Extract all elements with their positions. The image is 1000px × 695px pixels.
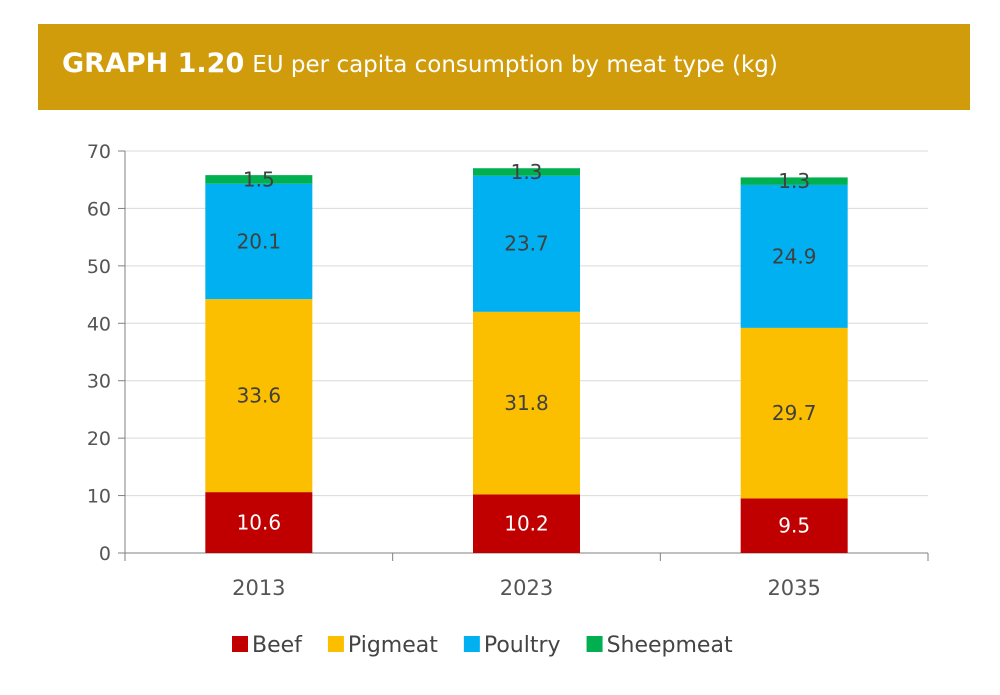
y-tick-label: 40 bbox=[87, 313, 111, 335]
data-label: 1.3 bbox=[511, 160, 543, 184]
legend-swatch-poultry bbox=[463, 636, 480, 652]
data-label: 1.3 bbox=[778, 169, 810, 193]
legend-label-beef: Beef bbox=[252, 633, 303, 658]
x-tick-label: 2035 bbox=[767, 576, 820, 600]
y-tick-label: 0 bbox=[99, 543, 111, 565]
bar-pigmeat-2035 bbox=[740, 327, 848, 499]
title-banner: GRAPH 1.20 EU per capita consumption by m… bbox=[38, 24, 970, 110]
bar-pigmeat-2023 bbox=[473, 311, 580, 495]
bar-sheepmeat-2013 bbox=[205, 175, 313, 184]
bar-sheepmeat-2023 bbox=[473, 168, 580, 176]
bar-sheepmeat-2035 bbox=[740, 177, 848, 185]
legend-swatch-beef bbox=[232, 636, 248, 652]
graph-title-text: EU per capita consumption by meat type (… bbox=[252, 52, 778, 78]
y-tick-label: 50 bbox=[87, 256, 111, 278]
data-label: 33.6 bbox=[237, 384, 282, 408]
data-label: 29.7 bbox=[772, 401, 817, 425]
data-label: 10.2 bbox=[504, 512, 549, 536]
y-tick-label: 70 bbox=[87, 141, 111, 163]
chart-title: GRAPH 1.20 EU per capita consumption by m… bbox=[62, 48, 778, 79]
legend-label-pigmeat: Pigmeat bbox=[348, 633, 438, 658]
y-tick-label: 20 bbox=[87, 428, 111, 450]
graph-number: GRAPH 1.20 bbox=[62, 48, 245, 79]
legend-label-poultry: Poultry bbox=[484, 633, 561, 658]
bar-beef-2023 bbox=[473, 494, 580, 553]
legend-swatch-sheepmeat bbox=[586, 636, 603, 652]
data-label: 31.8 bbox=[504, 391, 549, 415]
bar-poultry-2035 bbox=[740, 184, 848, 328]
legend-swatch-pigmeat bbox=[327, 636, 344, 652]
x-tick-label: 2013 bbox=[232, 576, 285, 600]
data-label: 23.7 bbox=[504, 232, 549, 256]
bar-poultry-2023 bbox=[473, 175, 580, 312]
data-label: 10.6 bbox=[237, 511, 282, 535]
data-label: 9.5 bbox=[778, 514, 810, 538]
legend-label-sheepmeat: Sheepmeat bbox=[607, 633, 733, 658]
y-tick-label: 60 bbox=[87, 198, 111, 220]
bar-poultry-2013 bbox=[205, 183, 313, 300]
y-tick-label: 30 bbox=[87, 371, 111, 393]
y-tick-label: 10 bbox=[87, 486, 111, 508]
bar-beef-2035 bbox=[740, 498, 848, 553]
data-label: 24.9 bbox=[772, 244, 817, 268]
bar-pigmeat-2013 bbox=[205, 299, 313, 493]
bar-beef-2013 bbox=[205, 492, 313, 553]
data-label: 1.5 bbox=[243, 167, 275, 191]
data-label: 20.1 bbox=[237, 229, 282, 253]
x-tick-label: 2023 bbox=[500, 576, 553, 600]
